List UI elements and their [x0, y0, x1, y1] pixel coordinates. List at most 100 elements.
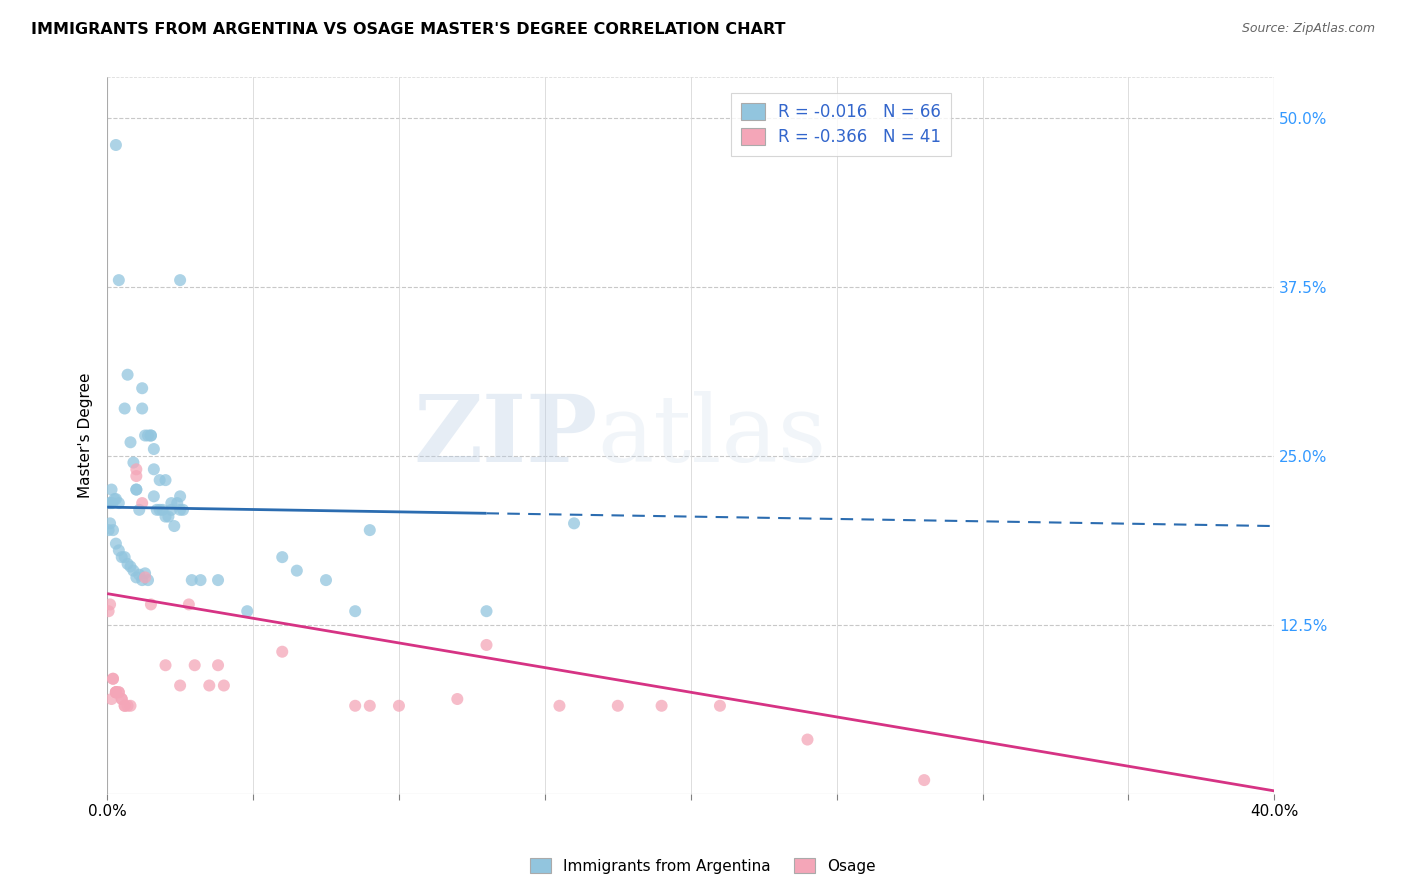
Text: atlas: atlas	[598, 391, 827, 481]
Point	[651, 698, 673, 713]
Point	[207, 658, 229, 673]
Point	[114, 550, 136, 565]
Point	[344, 698, 367, 713]
Point	[125, 483, 148, 497]
Point	[796, 732, 818, 747]
Point	[128, 567, 150, 582]
Point	[190, 573, 212, 587]
Point	[101, 672, 124, 686]
Point	[104, 685, 127, 699]
Point	[111, 692, 134, 706]
Point	[122, 564, 145, 578]
Point	[134, 566, 156, 581]
Point	[169, 273, 191, 287]
Point	[100, 496, 122, 510]
Point	[155, 473, 177, 487]
Point	[142, 442, 165, 456]
Point	[139, 428, 162, 442]
Point	[104, 685, 127, 699]
Point	[142, 489, 165, 503]
Point	[136, 573, 159, 587]
Point	[131, 401, 153, 416]
Point	[108, 685, 131, 699]
Point	[548, 698, 571, 713]
Point	[101, 496, 124, 510]
Point	[475, 604, 498, 618]
Point	[100, 692, 122, 706]
Point	[157, 509, 180, 524]
Point	[120, 698, 142, 713]
Point	[169, 489, 191, 503]
Point	[100, 483, 122, 497]
Point	[169, 679, 191, 693]
Legend: R = -0.016   N = 66, R = -0.366   N = 41: R = -0.016 N = 66, R = -0.366 N = 41	[731, 93, 950, 156]
Point	[446, 692, 468, 706]
Point	[117, 557, 139, 571]
Point	[136, 428, 159, 442]
Point	[475, 638, 498, 652]
Point	[98, 516, 121, 531]
Point	[606, 698, 628, 713]
Point	[139, 598, 162, 612]
Point	[912, 773, 935, 788]
Point	[131, 573, 153, 587]
Text: ZIP: ZIP	[413, 391, 598, 481]
Point	[104, 138, 127, 153]
Point	[236, 604, 259, 618]
Point	[285, 564, 308, 578]
Point	[134, 570, 156, 584]
Point	[125, 469, 148, 483]
Point	[315, 573, 337, 587]
Point	[163, 519, 186, 533]
Point	[131, 381, 153, 395]
Point	[120, 435, 142, 450]
Point	[97, 604, 120, 618]
Point	[103, 491, 125, 506]
Point	[152, 503, 174, 517]
Point	[120, 559, 142, 574]
Point	[131, 496, 153, 510]
Point	[142, 462, 165, 476]
Point	[709, 698, 731, 713]
Point	[125, 462, 148, 476]
Point	[180, 573, 202, 587]
Point	[122, 456, 145, 470]
Point	[183, 658, 205, 673]
Point	[101, 672, 124, 686]
Point	[198, 679, 221, 693]
Point	[177, 598, 200, 612]
Point	[344, 604, 367, 618]
Point	[97, 523, 120, 537]
Point	[114, 698, 136, 713]
Point	[562, 516, 585, 531]
Text: Source: ZipAtlas.com: Source: ZipAtlas.com	[1241, 22, 1375, 36]
Point	[134, 428, 156, 442]
Point	[125, 483, 148, 497]
Point	[128, 503, 150, 517]
Point	[359, 698, 381, 713]
Point	[169, 503, 191, 517]
Y-axis label: Master's Degree: Master's Degree	[79, 373, 93, 499]
Point	[111, 692, 134, 706]
Point	[117, 368, 139, 382]
Point	[114, 401, 136, 416]
Point	[271, 645, 294, 659]
Point	[160, 496, 183, 510]
Point	[160, 503, 183, 517]
Point	[114, 698, 136, 713]
Point	[207, 573, 229, 587]
Point	[149, 473, 172, 487]
Legend: Immigrants from Argentina, Osage: Immigrants from Argentina, Osage	[523, 852, 883, 880]
Text: IMMIGRANTS FROM ARGENTINA VS OSAGE MASTER'S DEGREE CORRELATION CHART: IMMIGRANTS FROM ARGENTINA VS OSAGE MASTE…	[31, 22, 786, 37]
Point	[271, 550, 294, 565]
Point	[104, 491, 127, 506]
Point	[388, 698, 411, 713]
Point	[166, 496, 188, 510]
Point	[359, 523, 381, 537]
Point	[145, 503, 167, 517]
Point	[108, 273, 131, 287]
Point	[104, 685, 127, 699]
Point	[117, 698, 139, 713]
Point	[101, 523, 124, 537]
Point	[108, 496, 131, 510]
